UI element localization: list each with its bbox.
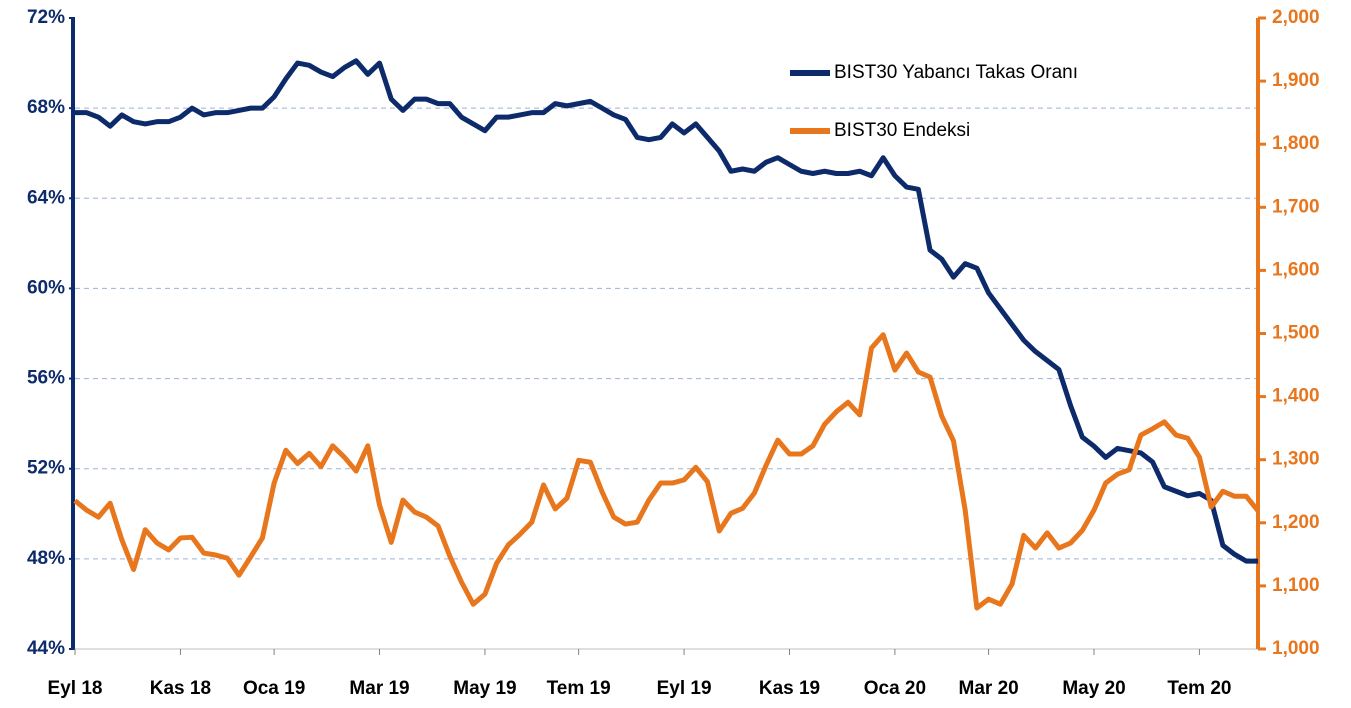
y-tick-label: 60% (27, 277, 65, 298)
y-tick-label: 44% (27, 638, 65, 659)
y-tick-label: 72% (27, 7, 65, 28)
line-series (73, 332, 1260, 611)
y2-tick-label: 1,200 (1272, 512, 1320, 533)
y2-tick-label: 1,600 (1272, 259, 1320, 280)
x-tick-label: Mar 19 (349, 678, 409, 699)
y2-tick-label: 1,700 (1272, 196, 1320, 217)
legend-label: BIST30 Yabancı Takas Oranı (834, 62, 1078, 83)
y2-tick-label: 1,400 (1272, 386, 1320, 407)
y2-tick-label: 1,500 (1272, 323, 1320, 344)
x-tick-label: May 20 (1062, 678, 1125, 699)
x-tick-label: Mar 20 (959, 678, 1019, 699)
y-tick-label: 64% (27, 187, 65, 208)
y2-tick-label: 1,100 (1272, 575, 1320, 596)
y-tick-label: 52% (27, 458, 65, 479)
y-tick-label: 48% (27, 548, 65, 569)
x-tick-label: Eyl 18 (48, 678, 103, 699)
y2-tick-label: 2,000 (1272, 7, 1320, 28)
y2-tick-label: 1,000 (1272, 638, 1320, 659)
x-tick-label: May 19 (453, 678, 516, 699)
x-tick-label: Oca 20 (864, 678, 926, 699)
x-tick-label: Tem 19 (547, 678, 611, 699)
y-tick-label: 56% (27, 368, 65, 389)
line-series (75, 58, 1258, 564)
y2-tick-label: 1,900 (1272, 70, 1320, 91)
x-tick-label: Oca 19 (243, 678, 305, 699)
y-tick-label: 68% (27, 97, 65, 118)
x-tick-label: Tem 20 (1167, 678, 1231, 699)
x-tick-label: Kas 18 (150, 678, 211, 699)
y2-tick-label: 1,300 (1272, 449, 1320, 470)
x-tick-label: Kas 19 (759, 678, 820, 699)
y2-tick-label: 1,800 (1272, 133, 1320, 154)
x-tick-label: Eyl 19 (657, 678, 712, 699)
legend-label: BIST30 Endeksi (834, 120, 970, 141)
